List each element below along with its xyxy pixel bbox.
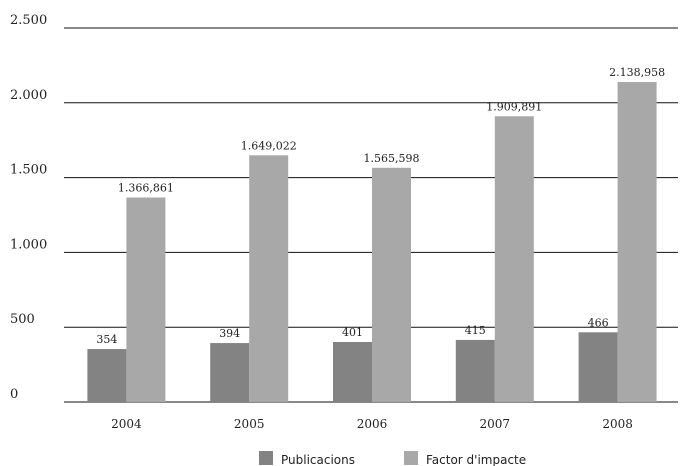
data-label-factor-2008: 2.138,958: [609, 66, 665, 79]
bar-factor-2008: [617, 82, 657, 402]
y-axis-tick-labels: 0 500 1.000 1.500 2.000 2.500: [10, 13, 47, 402]
y-tick-label-1: 500: [10, 312, 35, 327]
legend-swatch-publicacions: [259, 451, 273, 465]
legend: Publicacions Factor d'impacte: [259, 451, 526, 466]
y-tick-label-2: 1.000: [10, 237, 47, 252]
bar-factor-2004: [126, 197, 166, 402]
bar-publicacions-2006: [333, 342, 372, 402]
data-labels: 354 1.366,861 394 1.649,022 401 1.565,598 415 1…: [96, 66, 665, 346]
bar-publicacions-2005: [210, 343, 250, 402]
x-tick-label-2005: 2005: [234, 417, 265, 431]
y-tick-label-0: 0: [10, 387, 18, 402]
data-label-factor-2006: 1.565,598: [364, 152, 420, 165]
data-label-factor-2005: 1.649,022: [241, 139, 297, 152]
data-label-factor-2007: 1.909,891: [486, 100, 542, 113]
bar-publicacions-2004: [87, 349, 127, 402]
legend-label-publicacions: Publicacions: [281, 453, 355, 466]
data-label-publicacions-2008: 466: [588, 316, 609, 329]
y-tick-label-5: 2.500: [10, 13, 47, 28]
x-tick-label-2006: 2006: [357, 417, 388, 431]
legend-label-factor: Factor d'impacte: [426, 453, 526, 466]
bar-publicacions-2007: [455, 339, 495, 402]
y-tick-label-4: 2.000: [10, 88, 47, 103]
bar-publicacions-2008: [578, 332, 618, 402]
data-label-publicacions-2007: 415: [465, 324, 486, 337]
data-label-publicacions-2005: 394: [219, 327, 240, 340]
x-tick-label-2007: 2007: [480, 417, 511, 431]
data-label-publicacions-2004: 354: [96, 333, 117, 346]
y-tick-label-3: 1.500: [10, 163, 47, 178]
data-label-publicacions-2006: 401: [342, 326, 363, 339]
x-axis-tick-labels: 2004 2005 2006 2007 2008: [111, 417, 633, 431]
bar-factor-2006: [372, 167, 411, 402]
bar-factor-2005: [249, 155, 289, 402]
gridlines: [64, 27, 678, 403]
data-label-factor-2004: 1.366,861: [118, 182, 174, 195]
x-tick-label-2004: 2004: [111, 417, 142, 431]
bars: [87, 82, 657, 402]
x-tick-label-2008: 2008: [602, 417, 633, 431]
legend-swatch-factor: [404, 451, 418, 465]
bar-factor-2007: [494, 116, 534, 402]
